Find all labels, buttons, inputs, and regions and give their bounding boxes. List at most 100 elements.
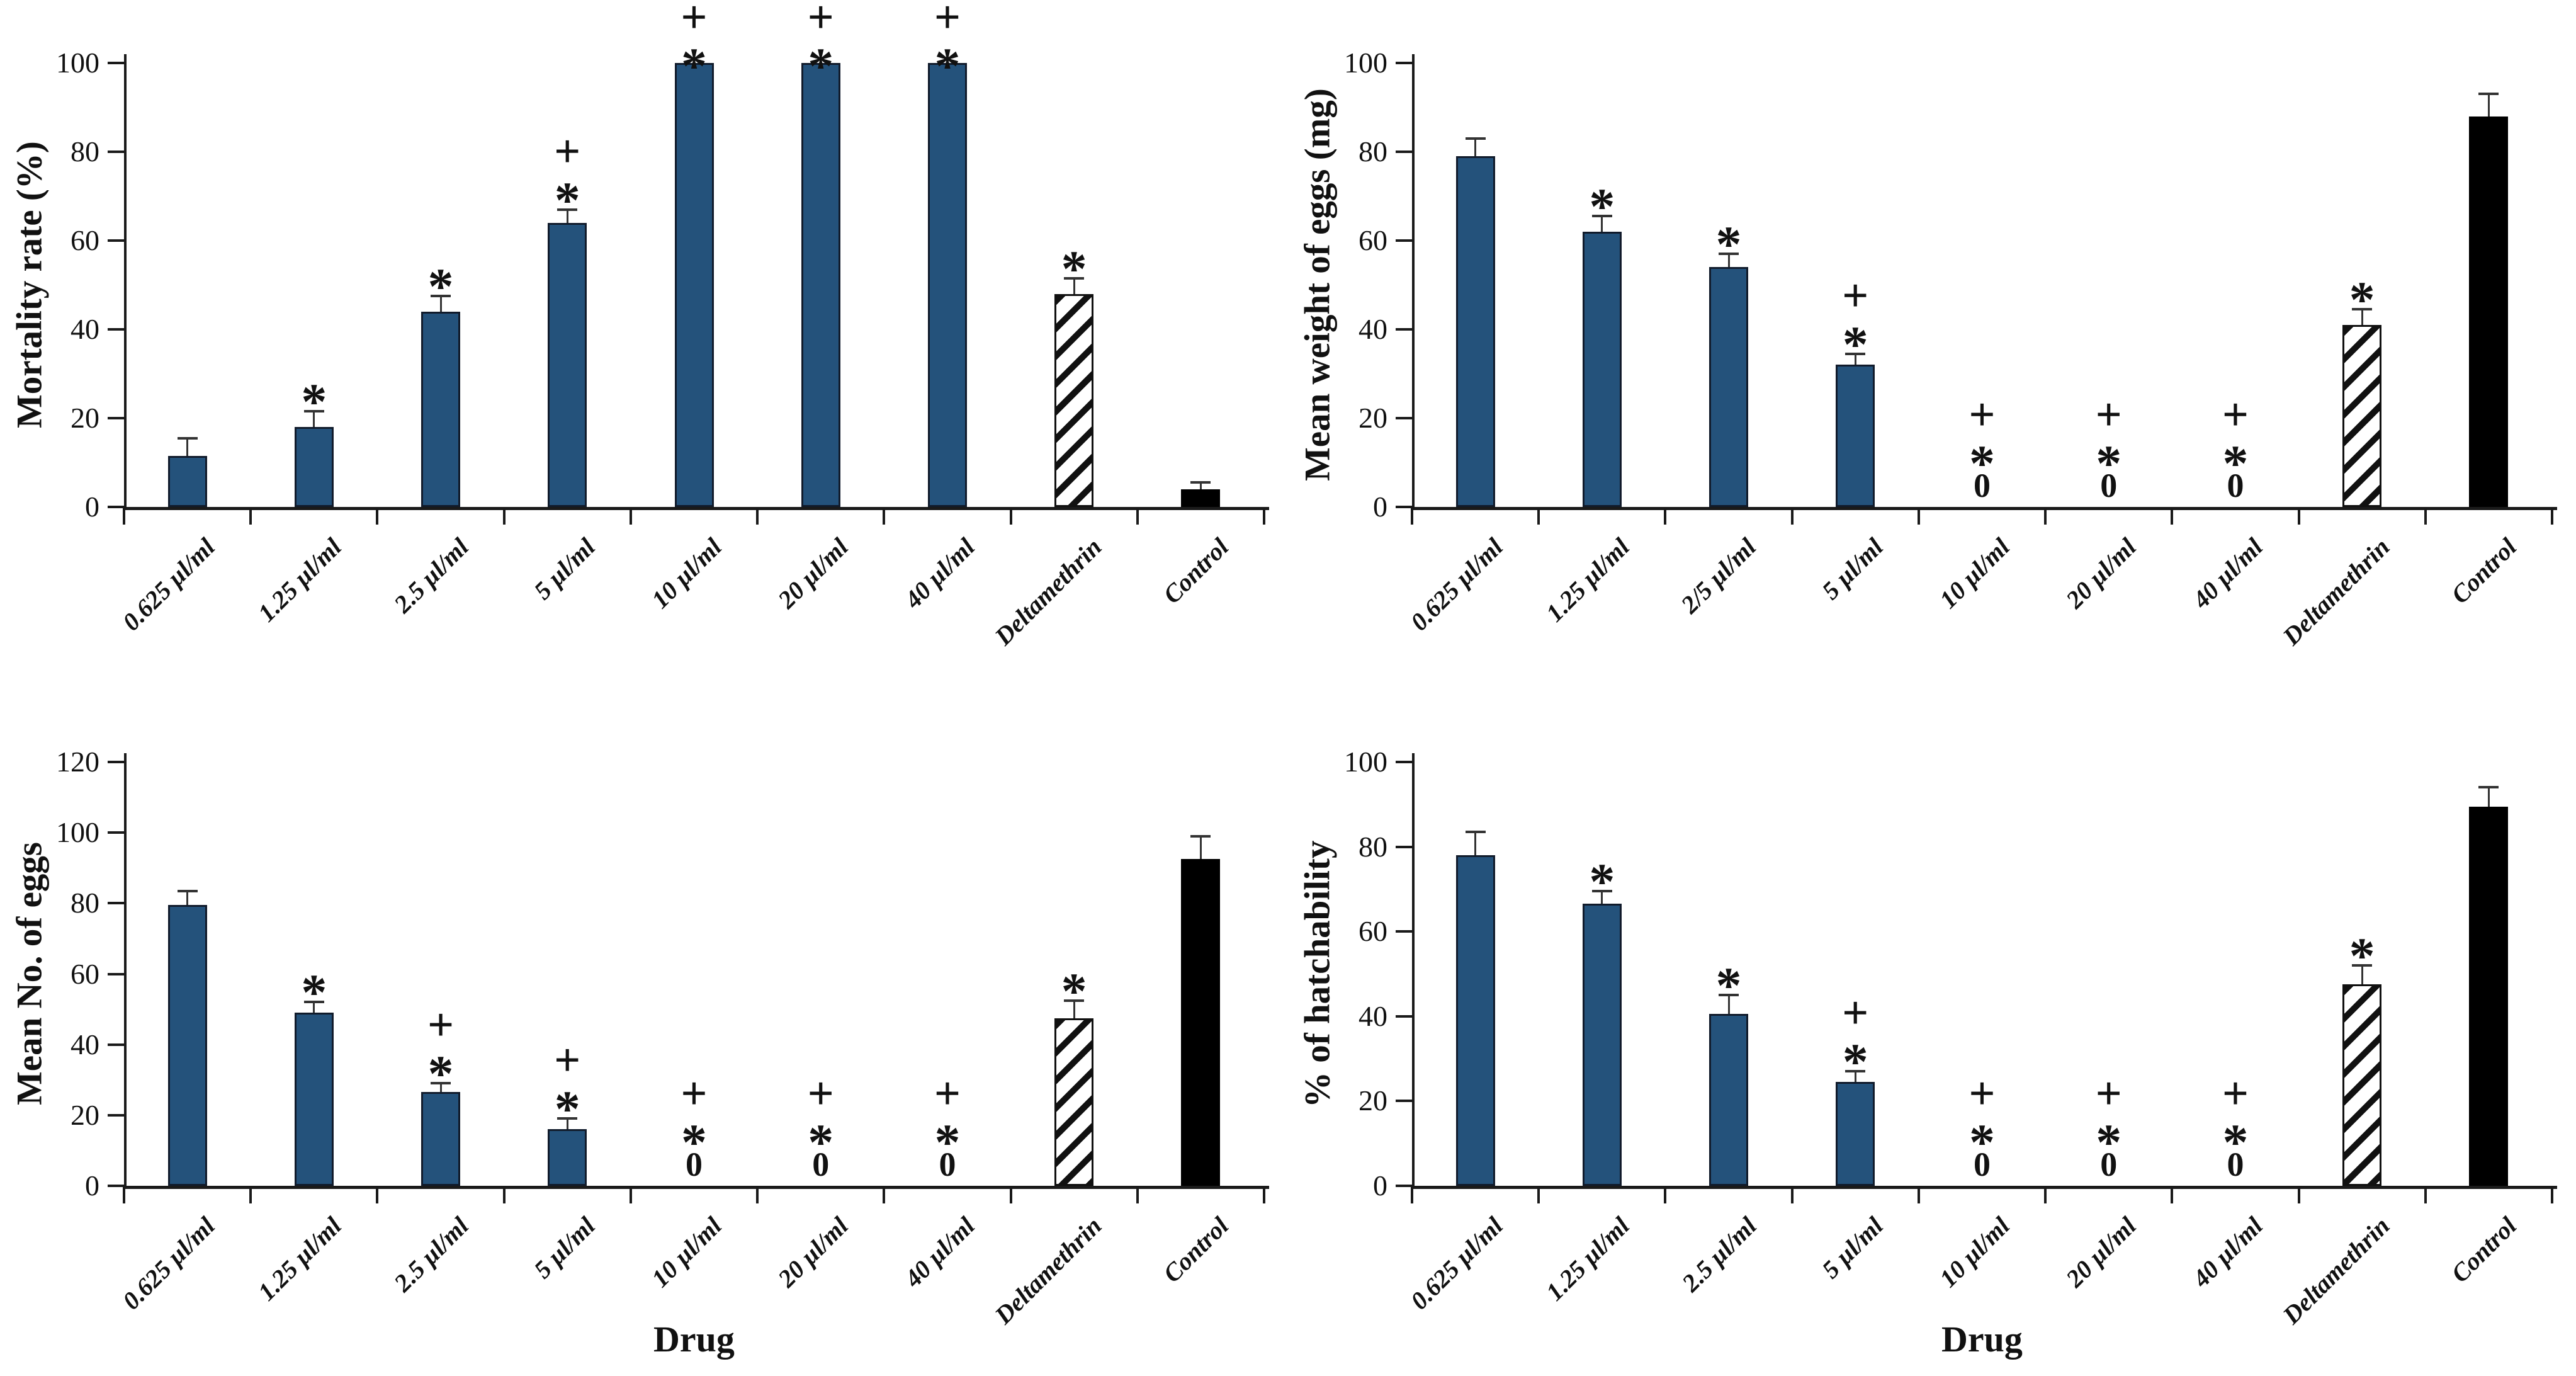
x-category-label: 10 µl/ml: [1288, 532, 2015, 614]
error-bar-cap: [177, 436, 198, 440]
y-tick-label: 60: [1359, 224, 1387, 256]
bar-blue: [294, 1013, 334, 1186]
error-bar-cap: [2352, 308, 2373, 311]
error-bar-line: [2361, 965, 2363, 985]
zero-value-symbol: 0: [939, 1146, 956, 1183]
x-category-label-text: Control: [1157, 532, 1234, 610]
bar-blue: [167, 455, 207, 507]
x-category-label: 5 µl/ml: [1288, 1211, 1889, 1284]
x-category-label: Deltamethrin: [0, 532, 1107, 651]
x-category-label-text: 40 µl/ml: [2187, 532, 2269, 614]
significance-annotations: *: [397, 261, 485, 312]
error-bar-cap: [2478, 93, 2499, 96]
x-tick-mark: [1917, 1188, 1920, 1203]
y-tick-label: 40: [71, 313, 99, 345]
y-tick-mark: [1396, 417, 1412, 419]
x-category-label-text: Deltamethrin: [2277, 532, 2395, 651]
bar-blue: [1582, 231, 1622, 507]
y-tick-label: 20: [1359, 402, 1387, 434]
x-category-label: 10 µl/ml: [0, 532, 727, 614]
bar-blue: [927, 63, 967, 507]
error-bar-line: [2487, 787, 2490, 807]
bar-hatch: [2342, 984, 2382, 1186]
bar-hatch: [2342, 324, 2382, 507]
zero-value-symbol: 0: [1974, 1146, 1991, 1183]
x-category-label: 1.25 µl/ml: [1288, 1211, 1635, 1306]
x-category-label: 10 µl/ml: [0, 1211, 727, 1293]
x-tick-mark: [1263, 509, 1265, 525]
plus-significance-symbol: +: [2222, 1068, 2249, 1120]
x-category-label-text: 20 µl/ml: [2060, 532, 2142, 614]
y-tick-label: 80: [1359, 135, 1387, 168]
x-category-label: 20 µl/ml: [0, 532, 854, 614]
plus-significance-symbol: +: [934, 0, 961, 43]
zero-value-symbol: 0: [1974, 467, 1991, 504]
x-tick-mark: [2424, 509, 2427, 525]
error-bar-cap: [1190, 481, 1211, 484]
x-category-label: Control: [1288, 1211, 2521, 1288]
error-bar-line: [186, 890, 189, 906]
bar-blue: [1709, 1014, 1749, 1186]
mortality-rate-chart: Mortality rate (%) 0 20 40 60 80 100 0.625 µl/m…: [0, 0, 1288, 683]
x-tick-mark: [756, 1188, 759, 1203]
plus-significance-symbol: +: [554, 125, 581, 178]
significance-annotations: *: [1685, 960, 1773, 1011]
error-bar-line: [1073, 1000, 1075, 1018]
x-category-label: 20 µl/ml: [1288, 1211, 2142, 1293]
star-significance-symbol: *: [934, 1113, 961, 1171]
y-tick-label: 60: [71, 957, 99, 990]
y-tick-mark: [1396, 845, 1412, 848]
y-tick-label: 100: [56, 816, 99, 849]
error-bar-line: [566, 1118, 568, 1130]
star-significance-symbol: *: [2096, 435, 2122, 492]
plus-significance-symbol: +: [807, 0, 834, 43]
plus-significance-symbol: +: [1969, 1068, 1996, 1120]
x-category-label-text: Deltamethrin: [2277, 1211, 2395, 1330]
error-bar-line: [1727, 254, 1730, 268]
mean-weight-of-eggs-chart: Mean weight of eggs (mg) 0 20 40 60 80 100 0.62…: [1288, 0, 2576, 683]
y-tick-label: 80: [1359, 830, 1387, 863]
x-category-label: Deltamethrin: [0, 1211, 1107, 1329]
y-tick-mark: [1396, 151, 1412, 153]
y-tick-mark: [108, 417, 124, 419]
x-category-label-text: 2.5 µl/ml: [388, 1211, 474, 1297]
x-tick-mark: [1136, 509, 1139, 525]
x-tick-mark: [502, 1188, 506, 1203]
error-bar-cap: [177, 889, 198, 892]
star-significance-symbol: *: [2222, 435, 2249, 492]
star-significance-symbol: *: [427, 1045, 454, 1103]
error-bar-cap: [2478, 786, 2499, 789]
x-tick-mark: [1009, 1188, 1012, 1203]
x-category-label: 1.25 µl/ml: [1288, 532, 1635, 627]
significance-annotations: + * 0: [1938, 392, 2026, 504]
x-category-label-text: 40 µl/ml: [2187, 1211, 2269, 1293]
x-tick-mark: [1790, 509, 1794, 525]
x-category-label-text: 5 µl/ml: [1816, 1211, 1889, 1284]
star-significance-symbol: *: [1842, 315, 1868, 373]
y-tick-mark: [1396, 328, 1412, 331]
significance-annotations: + * 0: [903, 1071, 991, 1183]
y-tick-label: 20: [71, 1098, 99, 1131]
significance-annotations: + *: [903, 0, 991, 92]
x-category-label-text: 1.25 µl/ml: [252, 1211, 347, 1306]
x-tick-mark: [1009, 509, 1012, 525]
plus-significance-symbol: +: [554, 1035, 581, 1087]
y-tick-mark: [108, 239, 124, 242]
y-axis-title: Mean weight of eggs (mg): [1297, 88, 1338, 482]
y-tick-mark: [1396, 62, 1412, 64]
x-tick-mark: [1537, 1188, 1540, 1203]
bar-blue: [167, 905, 207, 1186]
star-significance-symbol: *: [1969, 435, 1995, 492]
x-category-label-text: 0.625 µl/ml: [1404, 1211, 1509, 1316]
x-category-label: 2.5 µl/ml: [1288, 1211, 1761, 1297]
error-bar-cap: [303, 1001, 324, 1004]
plus-significance-symbol: +: [807, 1068, 834, 1120]
y-tick-mark: [108, 761, 124, 763]
x-category-label: 2.5 µl/ml: [0, 1211, 473, 1297]
zero-value-symbol: 0: [686, 1146, 703, 1183]
x-tick-mark: [1263, 1188, 1265, 1203]
significance-annotations: + * 0: [777, 1068, 865, 1181]
y-tick-mark: [1396, 761, 1412, 763]
star-significance-symbol: *: [301, 373, 327, 431]
x-tick-mark: [123, 509, 125, 525]
